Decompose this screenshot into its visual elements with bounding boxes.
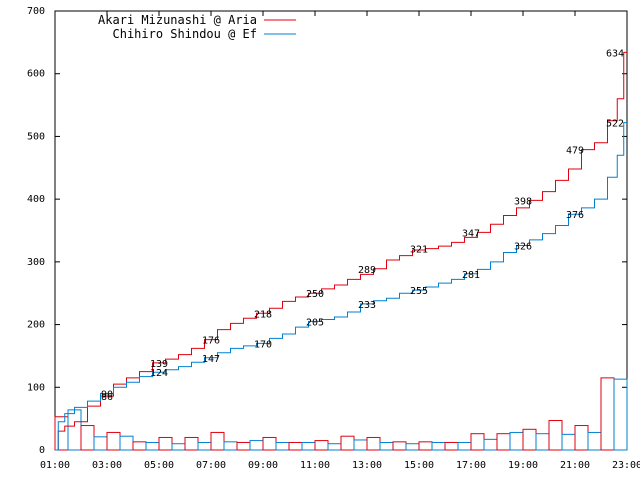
hourly-bar-blue bbox=[405, 443, 420, 451]
hourly-bar-blue bbox=[67, 409, 82, 451]
hourly-bar-red bbox=[80, 425, 95, 451]
hourly-bar-red bbox=[444, 441, 459, 451]
hourly-bar-blue bbox=[301, 441, 316, 451]
hourly-bar-red bbox=[496, 433, 511, 451]
data-label: 218 bbox=[254, 309, 272, 320]
hourly-bar-blue bbox=[509, 431, 524, 451]
hourly-bar-blue bbox=[613, 378, 628, 451]
hourly-bar-blue bbox=[145, 441, 160, 451]
legend-label-akari: Akari Mizunashi @ Aria bbox=[98, 13, 257, 27]
x-tick-label: 19:00 bbox=[508, 460, 538, 471]
hourly-bar-red bbox=[366, 436, 381, 451]
data-label: 90 bbox=[101, 390, 113, 401]
data-label: 250 bbox=[306, 289, 324, 300]
data-label: 321 bbox=[410, 245, 428, 256]
x-tick-label: 21:00 bbox=[560, 460, 590, 471]
hourly-bar-blue bbox=[119, 435, 134, 451]
hourly-bar-red bbox=[392, 441, 407, 451]
hourly-bar-red bbox=[236, 441, 251, 451]
x-tick-label: 23:00 bbox=[612, 460, 640, 471]
plot-frame bbox=[54, 10, 628, 451]
data-label: 522 bbox=[606, 119, 624, 130]
data-label: 281 bbox=[462, 270, 480, 281]
hourly-bar-red bbox=[600, 377, 615, 451]
y-tick-label: 400 bbox=[27, 194, 45, 205]
data-label: 176 bbox=[202, 336, 220, 347]
hourly-bar-blue bbox=[379, 441, 394, 451]
series-line-chihiro bbox=[55, 122, 627, 451]
series-line-akari bbox=[55, 51, 627, 451]
hourly-bar-blue bbox=[535, 433, 550, 451]
hourly-bar-red bbox=[210, 431, 225, 451]
hourly-bar-blue bbox=[431, 441, 446, 451]
y-tick-label: 700 bbox=[27, 6, 45, 17]
hourly-bar-red bbox=[418, 441, 433, 451]
data-label: 634 bbox=[606, 48, 624, 59]
data-label: 376 bbox=[566, 210, 584, 221]
hourly-bar-blue bbox=[249, 440, 264, 451]
x-tick-label: 15:00 bbox=[404, 460, 434, 471]
y-tick-label: 600 bbox=[27, 69, 45, 80]
legend-label-chihiro: Chihiro Shindou @ Ef bbox=[113, 27, 258, 41]
data-label: 347 bbox=[462, 228, 480, 239]
x-tick-label: 07:00 bbox=[196, 460, 226, 471]
hourly-bar-red bbox=[340, 435, 355, 451]
x-tick-label: 03:00 bbox=[92, 460, 122, 471]
hourly-bar-blue bbox=[93, 436, 108, 451]
data-label: 147 bbox=[202, 354, 220, 365]
x-tick-label: 11:00 bbox=[300, 460, 330, 471]
hourly-bar-blue bbox=[353, 439, 368, 451]
hourly-bar-red bbox=[184, 436, 199, 451]
hourly-bar-red bbox=[262, 436, 277, 451]
y-tick-label: 500 bbox=[27, 131, 45, 142]
hourly-bar-blue bbox=[327, 443, 342, 451]
y-tick-label: 0 bbox=[39, 445, 45, 456]
hourly-bar-red bbox=[574, 425, 589, 451]
hourly-bar-red bbox=[314, 440, 329, 451]
x-tick-label: 17:00 bbox=[456, 460, 486, 471]
data-label: 255 bbox=[410, 286, 428, 297]
hourly-bar-blue bbox=[171, 443, 186, 451]
hourly-bar-blue bbox=[275, 441, 290, 451]
hourly-bar-blue bbox=[197, 441, 212, 451]
data-label: 86 bbox=[101, 392, 113, 403]
data-label: 139 bbox=[150, 359, 168, 370]
hourly-bar-blue bbox=[587, 431, 602, 451]
hourly-bar-blue bbox=[223, 441, 238, 451]
data-label: 124 bbox=[150, 368, 168, 379]
hourly-bar-blue bbox=[457, 441, 472, 451]
x-tick-label: 05:00 bbox=[144, 460, 174, 471]
x-tick-label: 13:00 bbox=[352, 460, 382, 471]
data-label: 205 bbox=[306, 317, 324, 328]
data-label: 398 bbox=[514, 196, 532, 207]
hourly-bar-red bbox=[548, 420, 563, 451]
hourly-bar-red bbox=[288, 441, 303, 451]
x-tick-label: 01:00 bbox=[40, 460, 70, 471]
data-label: 326 bbox=[514, 242, 532, 253]
y-tick-label: 200 bbox=[27, 320, 45, 331]
y-tick-label: 100 bbox=[27, 382, 45, 393]
hourly-bar-red bbox=[158, 436, 173, 451]
hourly-bar-red bbox=[470, 433, 485, 451]
data-label: 289 bbox=[358, 265, 376, 276]
y-tick-label: 300 bbox=[27, 257, 45, 268]
hourly-bar-red bbox=[132, 441, 147, 451]
hourly-bar-blue bbox=[561, 433, 576, 451]
hourly-bar-red bbox=[522, 428, 537, 451]
x-tick-label: 09:00 bbox=[248, 460, 278, 471]
data-label: 479 bbox=[566, 146, 584, 157]
data-label: 233 bbox=[358, 300, 376, 311]
data-label: 170 bbox=[254, 339, 272, 350]
hourly-bar-red bbox=[106, 431, 121, 451]
hourly-bar-blue bbox=[483, 438, 498, 451]
